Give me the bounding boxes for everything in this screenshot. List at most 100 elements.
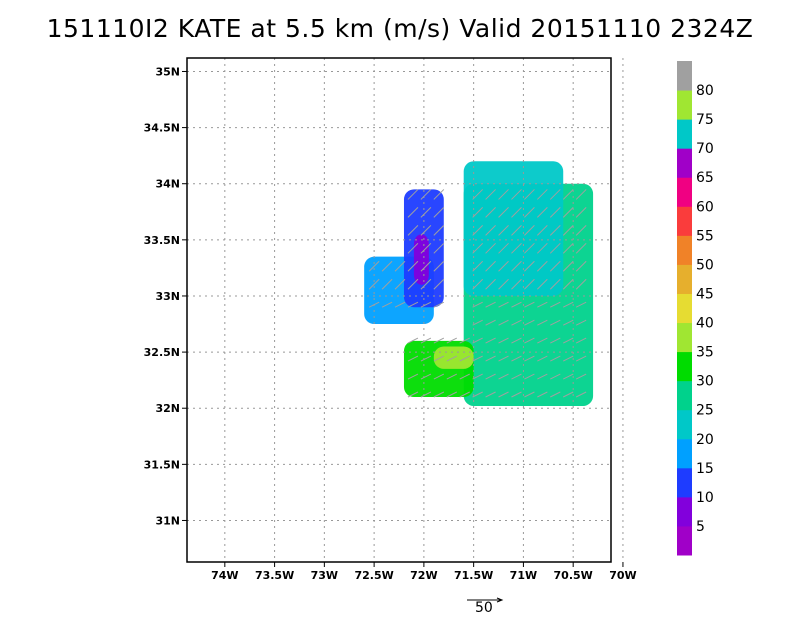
colorbar-box xyxy=(677,380,692,411)
wind-vector xyxy=(420,278,432,290)
wind-vector xyxy=(536,260,548,272)
y-tick-label: 34N xyxy=(155,178,180,191)
wind-vector xyxy=(498,373,509,380)
wind-vector xyxy=(562,189,574,200)
wind-vector xyxy=(472,319,483,326)
wind-vector xyxy=(498,225,509,236)
wind-vector xyxy=(498,319,509,326)
wind-vector xyxy=(433,189,445,200)
wind-vector xyxy=(549,242,561,254)
wind-vector xyxy=(511,278,522,290)
wind-vector xyxy=(472,391,483,398)
wind-vector xyxy=(381,260,393,272)
wind-vector xyxy=(562,225,574,236)
wind-vector xyxy=(381,278,393,290)
wind-vector xyxy=(485,391,496,398)
wind-vector xyxy=(485,207,496,218)
wind-vector xyxy=(511,301,522,308)
wind-vector xyxy=(524,207,535,218)
wind-vector xyxy=(511,355,522,362)
wind-vector xyxy=(472,337,483,344)
wind-vector xyxy=(536,207,548,218)
wind-vector xyxy=(433,301,445,308)
wind-vector xyxy=(563,301,574,308)
wind-vector xyxy=(575,301,587,308)
wind-vector xyxy=(407,337,419,344)
wind-speed-region-4 xyxy=(413,234,429,285)
wind-speed-region-1 xyxy=(463,161,564,296)
wind-vector xyxy=(420,391,432,398)
x-tick-label: 74W xyxy=(211,569,238,582)
wind-vector xyxy=(575,260,587,272)
wind-vector xyxy=(524,242,535,254)
wind-vector xyxy=(562,242,574,254)
wind-vector xyxy=(524,260,535,272)
wind-vector xyxy=(549,225,561,236)
wind-vector xyxy=(498,355,509,362)
colorbar-label: 65 xyxy=(696,170,714,186)
wind-vector xyxy=(472,260,484,272)
wind-vector xyxy=(394,301,406,308)
wind-vector xyxy=(511,225,522,236)
wind-vector xyxy=(485,225,496,236)
wind-vector xyxy=(550,319,561,326)
wind-vector xyxy=(511,207,522,218)
wind-vector xyxy=(563,391,574,398)
wind-vector xyxy=(472,189,484,200)
wind-vector xyxy=(368,260,380,272)
y-tick-label: 35N xyxy=(155,65,180,78)
wind-vector xyxy=(537,355,548,362)
wind-vector xyxy=(524,391,535,398)
wind-vector xyxy=(550,301,561,308)
wind-vector xyxy=(368,278,380,290)
wind-vector xyxy=(459,391,470,398)
colorbar: 5 10 15 20 25 30 35 40 45 50 55 60 65 70 75 80 xyxy=(677,61,714,556)
wind-vector xyxy=(537,391,548,398)
wind-vector xyxy=(537,337,548,344)
colorbar-label: 30 xyxy=(696,374,714,390)
colorbar-box xyxy=(677,264,692,294)
wind-vector xyxy=(433,373,445,380)
y-tick-label: 34.5N xyxy=(144,122,180,135)
x-tick-label: 71W xyxy=(510,569,537,582)
colorbar-label: 25 xyxy=(696,403,714,419)
wind-vector xyxy=(524,189,535,200)
x-tick-label: 72W xyxy=(410,569,437,582)
wind-vector xyxy=(549,260,561,272)
wind-vector xyxy=(537,373,548,380)
wind-vector xyxy=(446,337,457,344)
wind-vector xyxy=(407,301,419,308)
wind-vector xyxy=(472,225,484,236)
colorbar-box xyxy=(677,467,692,498)
wind-vector xyxy=(485,278,496,290)
colorbar-box xyxy=(677,322,692,353)
wind-vector xyxy=(407,207,419,218)
colorbar-label: 10 xyxy=(696,490,714,506)
wind-vector xyxy=(420,337,432,344)
colorbar-box xyxy=(677,61,692,91)
reference-vector: 50 xyxy=(467,597,504,616)
wind-vector xyxy=(433,242,445,254)
wind-vector xyxy=(550,337,561,344)
wind-vector xyxy=(459,373,470,380)
wind-vector xyxy=(536,225,548,236)
wind-vector xyxy=(420,242,432,254)
wind-vector xyxy=(420,189,432,200)
colorbar-box xyxy=(677,438,692,469)
colorbar-label: 15 xyxy=(696,461,714,477)
wind-vector xyxy=(485,337,496,344)
colorbar-box xyxy=(677,293,692,324)
wind-vector xyxy=(563,373,574,380)
wind-vector xyxy=(433,337,445,344)
wind-vector xyxy=(498,337,509,344)
colorbar-label: 45 xyxy=(696,286,714,302)
wind-vector xyxy=(485,189,496,200)
x-tick-label: 70.5W xyxy=(554,569,593,582)
wind-vector xyxy=(575,278,587,290)
wind-vector xyxy=(459,355,470,362)
colorbar-box xyxy=(677,496,692,527)
wind-vectors xyxy=(368,189,587,398)
wind-vector xyxy=(575,319,587,326)
wind-vector xyxy=(549,207,561,218)
wind-vector xyxy=(524,319,535,326)
